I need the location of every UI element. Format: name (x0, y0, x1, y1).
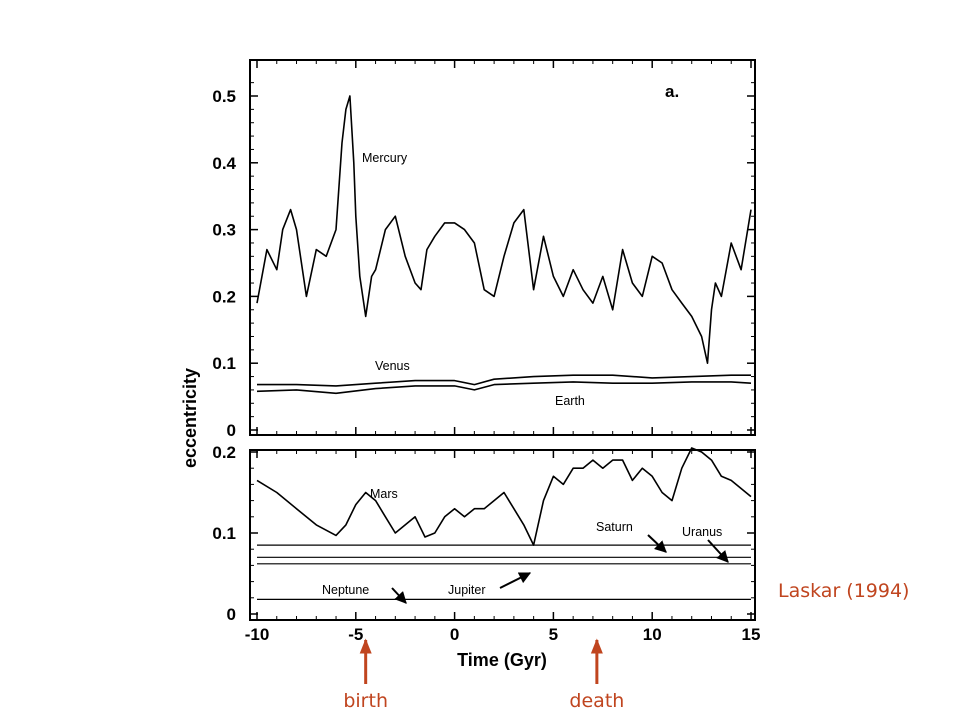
death-label: death (569, 690, 624, 712)
series-label-saturn: Saturn (596, 520, 633, 534)
pointer-arrow-neptune (391, 587, 407, 604)
y-tick-label: 0.2 (212, 287, 236, 306)
y-tick-label: 0.4 (212, 154, 236, 173)
y-tick-label: 0 (227, 605, 236, 624)
y-tick-label: 0.5 (212, 87, 236, 106)
x-tick-label: 15 (742, 625, 761, 644)
y-tick-label: 0.1 (212, 524, 236, 543)
series-line-earth (256, 381, 752, 395)
series-label-earth: Earth (555, 394, 585, 408)
pointer-arrow-uranus (707, 539, 729, 563)
y-tick-label: 0.3 (212, 221, 236, 240)
x-tick-label: 10 (643, 625, 662, 644)
panel-label: a. (665, 82, 679, 101)
series-label-venus: Venus (375, 359, 410, 373)
series-line-mercury (256, 95, 752, 365)
x-tick-label: 5 (549, 625, 558, 644)
series-label-jupiter: Jupiter (448, 583, 486, 597)
series-label-uranus: Uranus (682, 525, 722, 539)
pointer-arrow-saturn (647, 534, 667, 553)
series-line-mars (256, 447, 752, 546)
series-label-mars: Mars (370, 487, 398, 501)
x-axis-title: Time (Gyr) (457, 650, 547, 670)
x-tick-label: 0 (450, 625, 459, 644)
x-tick-label: -5 (348, 625, 363, 644)
series-label-neptune: Neptune (322, 583, 369, 597)
birth-label: birth (343, 690, 388, 712)
panel-frame-1 (249, 59, 756, 436)
series-label-mercury: Mercury (362, 151, 408, 165)
x-tick-label: -10 (245, 625, 270, 644)
y-tick-label: 0 (227, 421, 236, 440)
pointer-arrow-jupiter (499, 572, 532, 589)
y-axis-title: eccentricity (180, 368, 200, 468)
citation-label: Laskar (1994) (778, 580, 909, 602)
panel-frame-2 (249, 449, 756, 621)
y-tick-label: 0.1 (212, 354, 236, 373)
y-tick-label: 0.2 (212, 443, 236, 462)
series-line-venus (257, 374, 751, 387)
